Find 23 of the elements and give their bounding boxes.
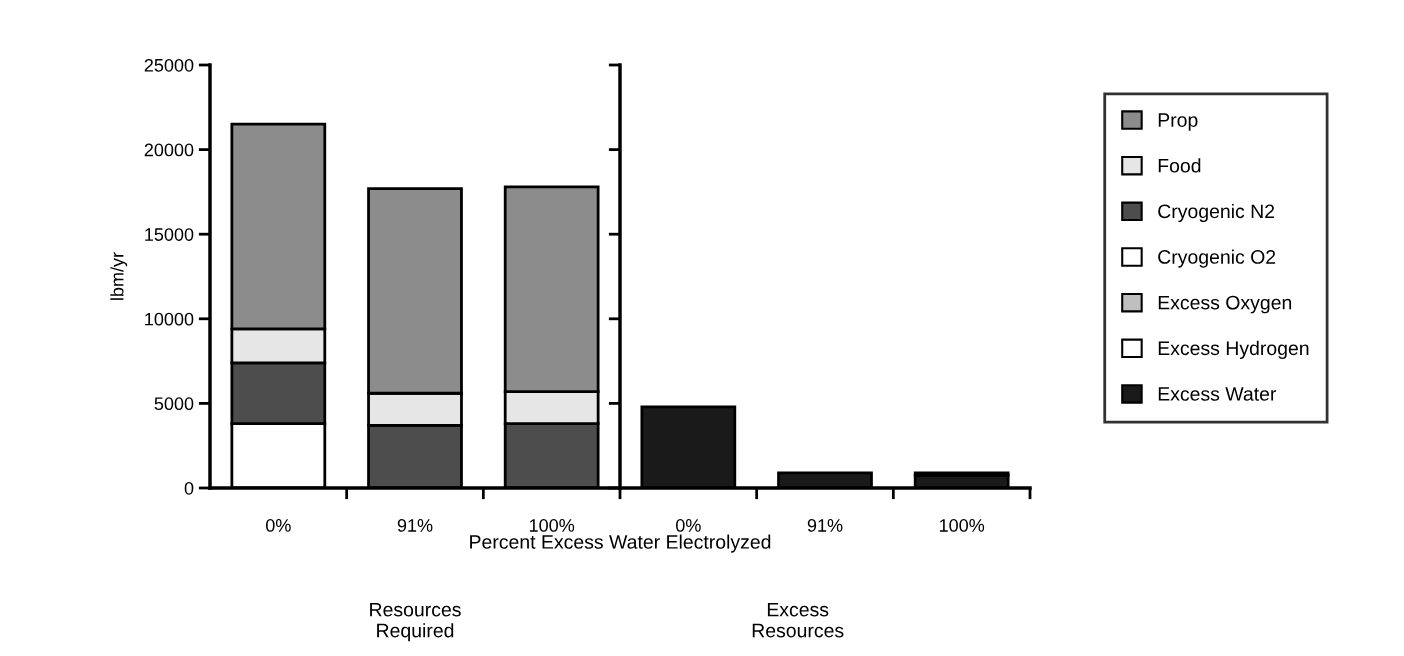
- x-tick-label: 0%: [265, 519, 291, 532]
- legend-label: Excess Hydrogen: [1158, 340, 1309, 359]
- legend-label: Food: [1158, 158, 1201, 173]
- x-tick-label: 91%: [807, 519, 843, 532]
- legend-label: Cryogenic O2: [1158, 249, 1276, 268]
- x-tick-label: 0%: [675, 519, 701, 532]
- legend-label: Excess Oxygen: [1158, 295, 1292, 314]
- y-tick-label: 0: [184, 481, 194, 495]
- legend-label: Excess Water: [1158, 387, 1277, 401]
- x-axis-title: Percent Excess Water Electrolyzed: [470, 534, 771, 553]
- text: Resources Required: [370, 602, 461, 642]
- text: Excess Resources: [752, 602, 844, 638]
- y-tick-label: 20000: [144, 143, 194, 157]
- y-tick-label: 10000: [145, 312, 194, 326]
- y-tick-label: 5000: [154, 397, 194, 411]
- x-tick-label: 100%: [529, 519, 575, 532]
- y-tick-label: 25000: [144, 58, 194, 72]
- y-axis-title: lbm/yr: [110, 252, 128, 300]
- y-tick-label: 15000: [145, 228, 194, 241]
- legend-label: Prop: [1158, 113, 1198, 131]
- x-tick-label: 91%: [397, 519, 433, 532]
- legend-label: Cryogenic N2: [1158, 203, 1275, 223]
- x-tick-label: 100%: [939, 519, 985, 532]
